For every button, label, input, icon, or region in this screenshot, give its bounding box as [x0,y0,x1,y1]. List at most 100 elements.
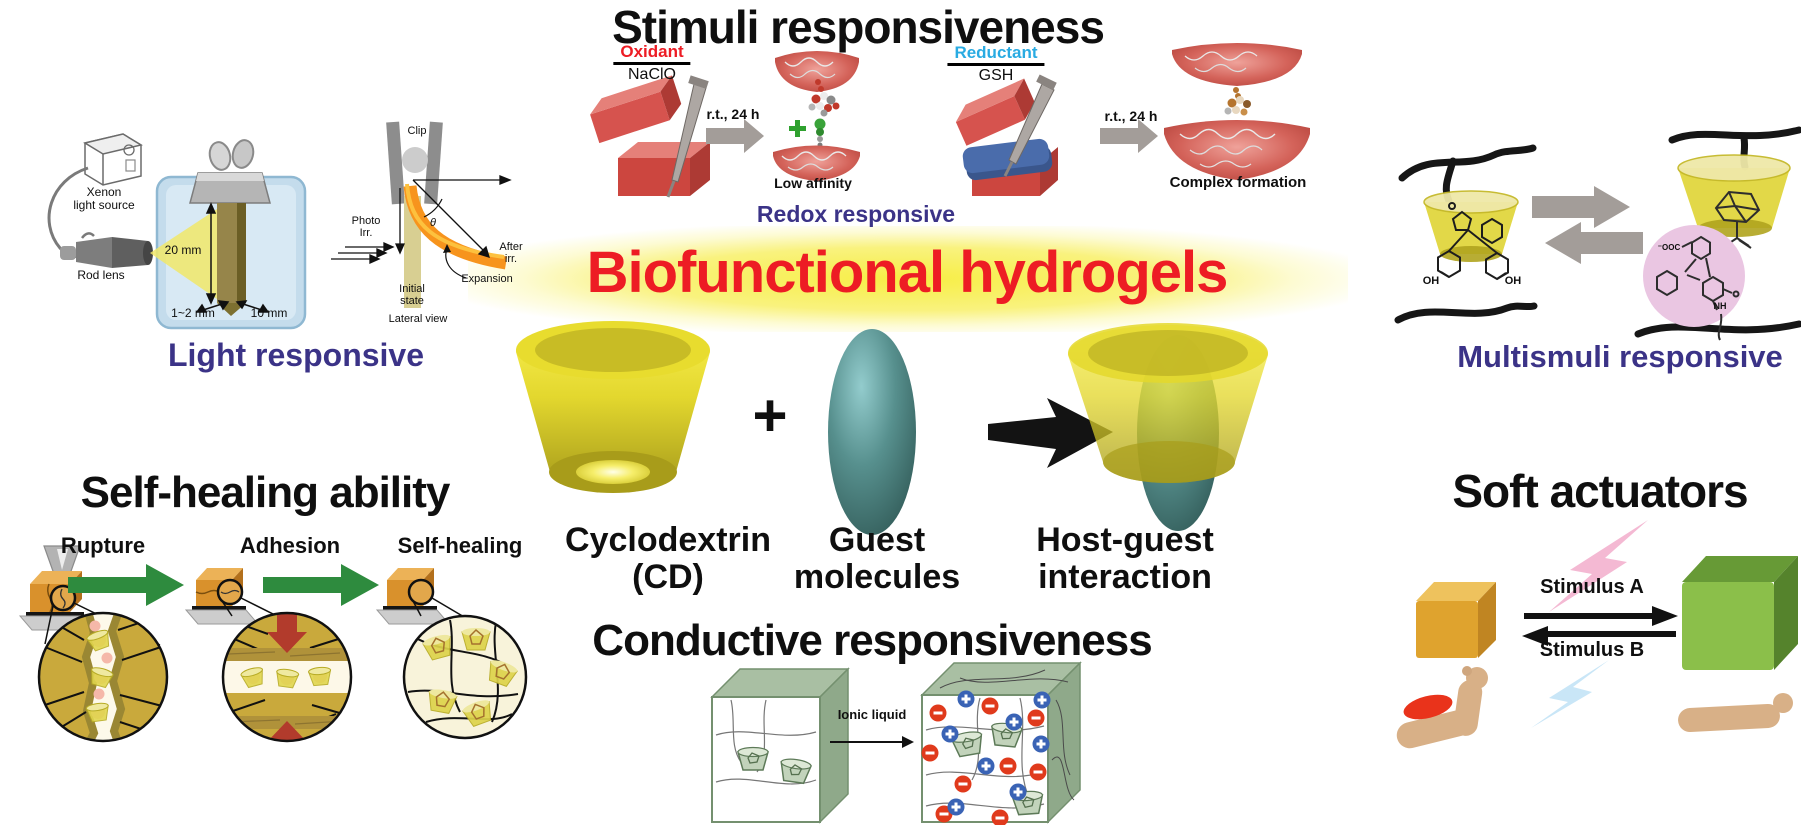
cd-cup-right [1677,154,1791,237]
gel-strip-in-beaker [217,203,246,316]
stimulus-a-bolt-icon [1549,520,1648,612]
gel-thickness-label: 1~2 mm [171,306,215,320]
host-guest-complex [1068,323,1268,531]
host-label-line1: Host-guest [1036,521,1214,559]
soft-actuators-title: Soft actuators [1452,465,1748,517]
oh-left-label: OH [1422,275,1440,287]
reductant-chemical: GSH [978,67,1014,84]
equilibrium-arrow-left [1545,222,1643,264]
adhesion-scene [184,568,353,743]
clip-label: Clip [407,125,427,137]
dimension-arrows [195,202,270,313]
polymer-cluster-2 [1224,96,1251,116]
headline: Biofunctional hydrogels [586,240,1229,305]
reaction-arrow-gray-2 [1100,119,1158,153]
cd-cup-left [1423,190,1519,262]
reductant-label: Reductant [947,43,1045,67]
binder-clip [189,139,271,204]
equilibrium-arrow-right [1532,186,1630,228]
multistimuli-caption: Multismuli responsive [1457,339,1783,374]
reaction-arrow [988,398,1113,468]
pipette [666,75,709,198]
soft-actuator-illustration [1396,520,1798,749]
stimulus-b-bolt-icon [1531,660,1609,728]
adhesion-arrow [263,564,379,606]
low-affinity-label: Low affinity [774,175,852,191]
rupture-scene [18,545,169,743]
cd-cup-small [950,731,983,758]
gel-slab-2 [955,78,1035,146]
oxidant-label: Oxidant [613,42,691,66]
headline-glow [468,226,1348,332]
actuator-cube-expanded [1682,556,1798,670]
stimulus-b-label: Stimulus B [1539,639,1645,661]
relaxed-arm [1678,693,1793,733]
oh-right-label: OH [1504,275,1522,287]
xenon-source-label: Xenon light source [73,185,135,213]
light-beam [150,209,217,299]
gel-cube-before [710,667,850,824]
initial-state-label: Initial state [399,283,425,308]
beaker-illustration [150,139,307,330]
after-irr-label: After irr. [499,241,523,266]
photo-irradiation-rays [331,241,395,265]
step-self-healing-label: Self-healing [397,533,523,558]
rod-lens-label: Rod lens [77,268,125,282]
reaction-condition-2: r.t., 24 h [1104,108,1158,124]
conductive-title: Conductive responsiveness [592,616,1152,665]
photo-irradiation-diagram [331,121,512,308]
stimulus-a-label: Stimulus A [1540,576,1644,598]
phenolphthalein-structure [1437,202,1509,281]
compression-arrows [267,613,307,741]
nh-label: NH [1713,301,1727,311]
step-rupture-label: Rupture [60,533,146,558]
expansion-label: Expansion [461,273,513,285]
gel-cube [618,142,710,196]
self-healing-scene [375,568,528,740]
self-healing-title: Self-healing ability [80,468,451,517]
gel-cube-after [920,661,1082,825]
cd-cup-small [780,758,813,785]
guest-ellipse [828,329,916,535]
cation-icons [941,690,1051,816]
host-label-line2: interaction [1038,558,1212,596]
equilibrium-arrows [1522,606,1678,646]
complex-formation-gel [1164,43,1310,180]
flexed-arm [1396,666,1488,749]
oxidant-chemical: NaClO [627,66,677,83]
conductive-illustration [710,661,1082,825]
reaction-arrow-gray [706,119,764,153]
low-affinity-gels [773,51,860,181]
host-guest-illustration [516,321,1268,535]
gel-cube-with-lid [962,138,1058,196]
actuator-cube-contracted [1416,582,1496,658]
plus-icon [789,120,806,137]
cd-label-line1: Cyclodextrin [565,521,771,559]
self-healing-illustration [18,545,528,743]
ionic-liquid-arrow [830,736,914,748]
polymer-cluster [808,92,840,117]
photo-irr-label: Photo Irr. [351,215,381,240]
cd-label-line2: (CD) [632,558,704,596]
pipette-2 [1003,74,1057,177]
reaction-condition-1: r.t., 24 h [706,106,760,122]
ionic-liquid-label: Ionic liquid [837,707,907,722]
stimuli-title: Stimuli responsiveness [612,1,1105,53]
cd-cup-small [737,746,769,771]
anion-icons [921,697,1047,825]
azo-guest-structure [1656,235,1740,341]
complex-formation-label: Complex formation [1169,174,1307,191]
cd-cup [516,321,710,493]
gel-slab [590,75,682,144]
xenon-light-source-illustration [47,133,153,268]
gel-height-label: 20 mm [164,243,202,257]
light-caption: Light responsive [167,337,425,373]
guest-label-line1: Guest [828,521,926,559]
rupture-arrow [68,564,184,606]
guest-label-line2: molecules [793,558,961,596]
redox-caption: Redox responsive [756,201,956,227]
small-guest-molecule [814,118,826,148]
lateral-view-label: Lateral view [388,313,448,325]
